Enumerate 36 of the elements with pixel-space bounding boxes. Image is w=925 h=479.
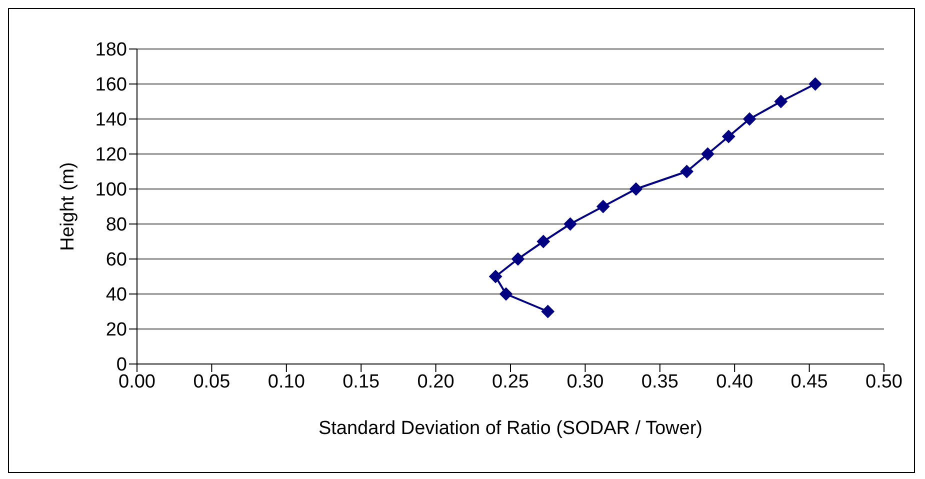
point bbox=[541, 305, 554, 318]
x-tick-label: 0.35 bbox=[641, 371, 678, 392]
x-tick-label: 0.45 bbox=[790, 371, 828, 392]
point bbox=[489, 270, 502, 283]
point bbox=[629, 182, 642, 196]
x-tick-label: 0.25 bbox=[492, 371, 529, 392]
y-tick-label: 160 bbox=[95, 74, 127, 96]
y-tick-label: 60 bbox=[106, 250, 127, 271]
x-tick-label: 0.00 bbox=[118, 371, 156, 392]
point bbox=[564, 218, 577, 230]
y-tick-label: 180 bbox=[95, 40, 127, 61]
point bbox=[511, 252, 524, 266]
x-axis-title: Standard Deviation of Ratio (SODAR / Tower) bbox=[318, 418, 703, 439]
x-tick-label: 0.15 bbox=[342, 371, 380, 392]
point bbox=[808, 78, 822, 90]
point bbox=[743, 112, 756, 126]
x-tick-label: 0.20 bbox=[417, 371, 454, 392]
point bbox=[500, 288, 513, 300]
y-tick-label: 20 bbox=[106, 320, 127, 341]
point bbox=[774, 95, 788, 108]
point bbox=[596, 200, 610, 213]
point bbox=[722, 130, 736, 143]
x-tick-label: 0.10 bbox=[268, 371, 305, 392]
y-tick-label: 120 bbox=[95, 144, 127, 166]
point bbox=[680, 165, 694, 178]
y-axis-title: Height (m) bbox=[58, 162, 79, 251]
y-tick-label: 140 bbox=[95, 110, 127, 131]
x-tick-label: 0.05 bbox=[193, 371, 230, 392]
x-tick-label: 0.40 bbox=[716, 371, 754, 392]
point bbox=[536, 235, 550, 248]
x-tick-label: 0.30 bbox=[566, 371, 604, 392]
point bbox=[701, 148, 714, 160]
y-tick-label: 80 bbox=[106, 214, 127, 236]
y-tick-label: 40 bbox=[106, 284, 127, 306]
x-tick-label: 0.50 bbox=[866, 371, 902, 392]
y-tick-label: 100 bbox=[95, 180, 127, 201]
